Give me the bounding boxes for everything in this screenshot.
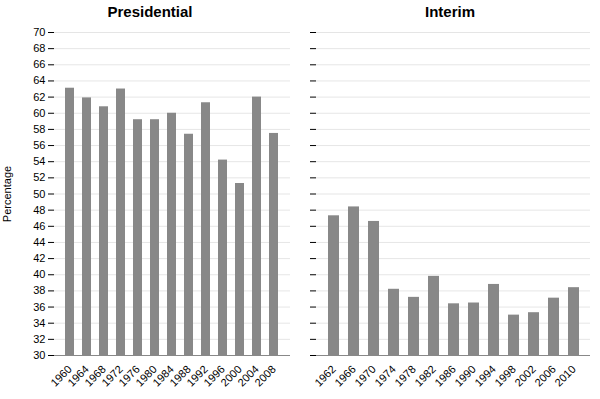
svg-text:1972: 1972	[99, 362, 125, 389]
svg-text:64: 64	[33, 74, 45, 86]
svg-text:1974: 1974	[372, 363, 398, 389]
svg-text:66: 66	[33, 58, 45, 70]
svg-text:40: 40	[33, 268, 45, 280]
svg-text:1980: 1980	[133, 362, 159, 389]
svg-text:2010: 2010	[552, 363, 578, 389]
svg-text:1966: 1966	[332, 363, 358, 389]
svg-text:1978: 1978	[392, 363, 418, 389]
svg-text:30: 30	[33, 349, 45, 361]
svg-text:54: 54	[33, 155, 45, 167]
svg-text:50: 50	[33, 188, 45, 200]
svg-text:2002: 2002	[512, 363, 538, 389]
svg-text:62: 62	[33, 91, 45, 103]
svg-text:1992: 1992	[184, 362, 210, 389]
html-text:Presidential: Presidential	[107, 3, 193, 20]
svg-text:34: 34	[33, 317, 45, 329]
svg-text:1990: 1990	[452, 363, 478, 389]
svg-text:1962: 1962	[312, 363, 338, 389]
svg-text:1982: 1982	[412, 363, 438, 389]
svg-text:1986: 1986	[432, 363, 458, 389]
svg-text:60: 60	[33, 107, 45, 119]
svg-text:36: 36	[33, 301, 45, 313]
svg-text:1968: 1968	[82, 362, 108, 389]
svg-text:2008: 2008	[252, 363, 278, 389]
svg-text:68: 68	[33, 42, 45, 54]
svg-text:44: 44	[33, 236, 45, 248]
svg-text:70: 70	[33, 26, 45, 38]
svg-text:1984: 1984	[150, 362, 176, 389]
svg-text:1996: 1996	[201, 362, 227, 389]
svg-text:2006: 2006	[532, 363, 558, 389]
svg-text:52: 52	[33, 171, 45, 183]
svg-text:38: 38	[33, 284, 45, 296]
svg-text:56: 56	[33, 139, 45, 151]
svg-text:2004: 2004	[235, 362, 261, 389]
svg-text:1960: 1960	[48, 362, 74, 389]
svg-text:1976: 1976	[116, 362, 142, 389]
svg-text:1998: 1998	[492, 363, 518, 389]
svg-text:1964: 1964	[65, 362, 91, 389]
svg-text:Percentage: Percentage	[1, 166, 13, 222]
svg-text:1994: 1994	[472, 363, 498, 389]
svg-text:1970: 1970	[352, 363, 378, 389]
svg-text:1988: 1988	[167, 362, 193, 389]
svg-text:42: 42	[33, 252, 45, 264]
html-text:Interim: Interim	[425, 3, 475, 20]
svg-text:2000: 2000	[218, 362, 244, 389]
svg-text:58: 58	[33, 123, 45, 135]
svg-text:32: 32	[33, 333, 45, 345]
svg-text:46: 46	[33, 220, 45, 232]
svg-text:48: 48	[33, 204, 45, 216]
